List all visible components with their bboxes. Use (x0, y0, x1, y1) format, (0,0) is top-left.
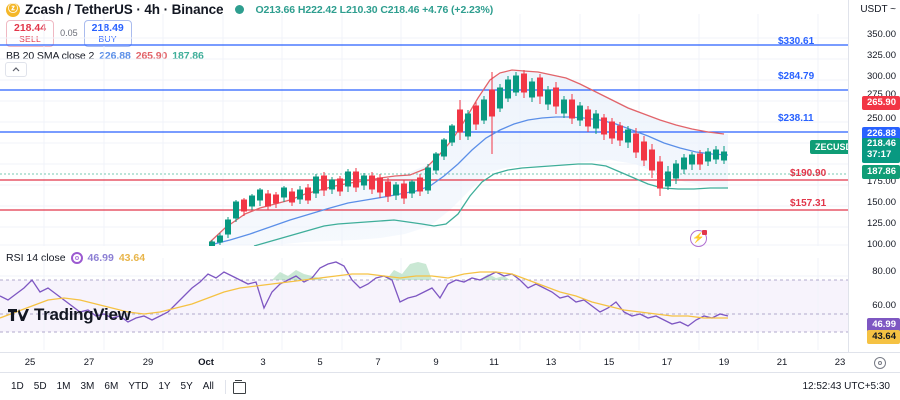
candlestick-series (209, 70, 727, 246)
rsi-legend-name: RSI 14 close (6, 252, 66, 264)
spread-value: 0.05 (60, 28, 78, 39)
time-tick-11: 11 (489, 357, 499, 368)
time-tick-19: 19 (718, 357, 730, 368)
rsi-tick-80: 80.00 (872, 266, 896, 277)
price-tick-300: 300.00 (866, 71, 896, 82)
sell-price: 218.44 (14, 22, 47, 34)
bollinger-lower-price-tag: 187.86 (861, 165, 900, 179)
rsi-line (0, 261, 729, 327)
timeframe-ytd[interactable]: YTD (128, 381, 149, 392)
alert-badge-dot (702, 230, 707, 235)
ohlc-values: O213.66 H222.42 L210.30 C218.46 +4.76 (+… (255, 3, 494, 16)
rsi-tick-60: 60.00 (872, 300, 896, 311)
symbol-row: ⓩ Zcash / TetherUS · 4h · Binance O213.6… (6, 2, 493, 17)
bollinger-upper-price-tag: 265.90 (861, 96, 900, 110)
timeframe-5d[interactable]: 5D (33, 381, 47, 392)
time-tick-27: 27 (83, 357, 95, 368)
price-tick-350: 350.00 (866, 29, 896, 40)
level-label-238: $238.11 (778, 113, 814, 124)
price-tick-325: 325.00 (866, 50, 896, 61)
toolbar-divider (224, 379, 226, 394)
buy-label: BUY (98, 33, 117, 44)
rsi-ma-value-tag: 43.64 (867, 330, 900, 344)
time-tick-23: 23 (834, 357, 846, 368)
timeframe-1m[interactable]: 1M (56, 381, 71, 392)
last-price-value: 218.46 (866, 138, 896, 149)
price-tick-250: 250.00 (866, 113, 896, 124)
time-tick-17: 17 (661, 357, 673, 368)
bar-countdown: 37:17 (866, 148, 892, 160)
time-tick-5: 5 (317, 357, 323, 368)
rsi-value-tag: 46.99 (867, 318, 900, 332)
level-label-284: $284.79 (778, 71, 815, 82)
time-tick-21: 21 (776, 357, 788, 368)
time-axis[interactable]: 25 27 29 Oct 3 5 7 9 11 13 15 17 19 21 2… (0, 352, 900, 372)
time-tick-29: 29 (142, 357, 154, 368)
time-tick-13: 13 (545, 357, 557, 368)
zcash-icon: ⓩ (6, 2, 20, 17)
sell-label: SELL (19, 33, 42, 44)
price-tick-100: 100.00 (866, 239, 896, 250)
price-tick-150: 150.00 (866, 197, 896, 208)
rsi-chart-plot[interactable] (0, 258, 848, 350)
rsi-legend[interactable]: RSI 14 close 46.99 43.64 (6, 252, 145, 264)
timeframe-1y[interactable]: 1Y (158, 381, 171, 392)
timeframe-1d[interactable]: 1D (11, 381, 24, 392)
clock-display: 12:52:43 UTC+5:30 (802, 381, 890, 392)
time-axis-settings-icon[interactable] (874, 357, 886, 369)
level-label-157: $157.31 (790, 198, 827, 209)
collapse-legend-button[interactable] (5, 62, 27, 77)
calendar-icon[interactable] (232, 379, 246, 394)
buy-price: 218.49 (91, 22, 124, 34)
timeframe-6m[interactable]: 6M (104, 381, 119, 392)
tradingview-watermark: TradingView (8, 305, 131, 325)
rsi-ma-line (0, 271, 728, 319)
currency-selector[interactable]: USDT ~ (860, 4, 896, 15)
buy-button[interactable]: 218.49 BUY (83, 20, 132, 47)
timeframe-3m[interactable]: 3M (80, 381, 95, 392)
price-tick-175: 175.00 (866, 176, 896, 187)
bollinger-mid-price-tag: 226.88 (861, 127, 900, 141)
level-label-190: $190.90 (790, 168, 827, 179)
price-axis[interactable]: USDT ~ 350.00 325.00 300.00 275.00 250.0… (848, 0, 900, 352)
time-tick-oct: Oct (198, 357, 214, 368)
last-price-tag: 218.46 37:17 (861, 138, 900, 163)
level-label-330: $330.61 (778, 36, 815, 47)
time-tick-7: 7 (375, 357, 381, 368)
time-tick-9: 9 (433, 357, 439, 368)
market-status-dot (235, 5, 245, 14)
rsi-ma-legend-value: 43.64 (118, 252, 146, 264)
timeframe-all[interactable]: All (202, 381, 214, 392)
price-tick-125: 125.00 (866, 218, 896, 229)
timeframe-5y[interactable]: 5Y (180, 381, 193, 392)
sell-button[interactable]: 218.44 SELL (6, 20, 55, 47)
bottom-toolbar: 1D 5D 1M 3M 6M YTD 1Y 5Y All 12:52:43 UT… (0, 372, 900, 400)
rsi-indicator-icon (70, 252, 83, 264)
bollinger-lower-line (253, 163, 728, 246)
sell-buy-widget: 218.44 SELL 0.05 218.49 BUY (6, 20, 132, 47)
price-chart-plot[interactable] (0, 14, 848, 246)
rsi-legend-value: 46.99 (87, 252, 114, 264)
tradingview-logo-icon (8, 308, 29, 321)
bollinger-mid-line (209, 116, 729, 246)
zap-alert-icon[interactable]: ⚡ (690, 230, 707, 247)
time-tick-3: 3 (260, 357, 266, 368)
chevron-up-icon (12, 67, 20, 72)
watermark-text: TradingView (34, 305, 131, 324)
time-tick-25: 25 (24, 357, 36, 368)
time-tick-15: 15 (603, 357, 615, 368)
chart-header: ⓩ Zcash / TetherUS · 4h · Binance O213.6… (0, 0, 900, 47)
symbol-title[interactable]: Zcash / TetherUS · 4h · Binance (25, 2, 224, 17)
price-tick-275: 275.00 (866, 89, 896, 100)
rsi-band-zone (0, 280, 848, 332)
